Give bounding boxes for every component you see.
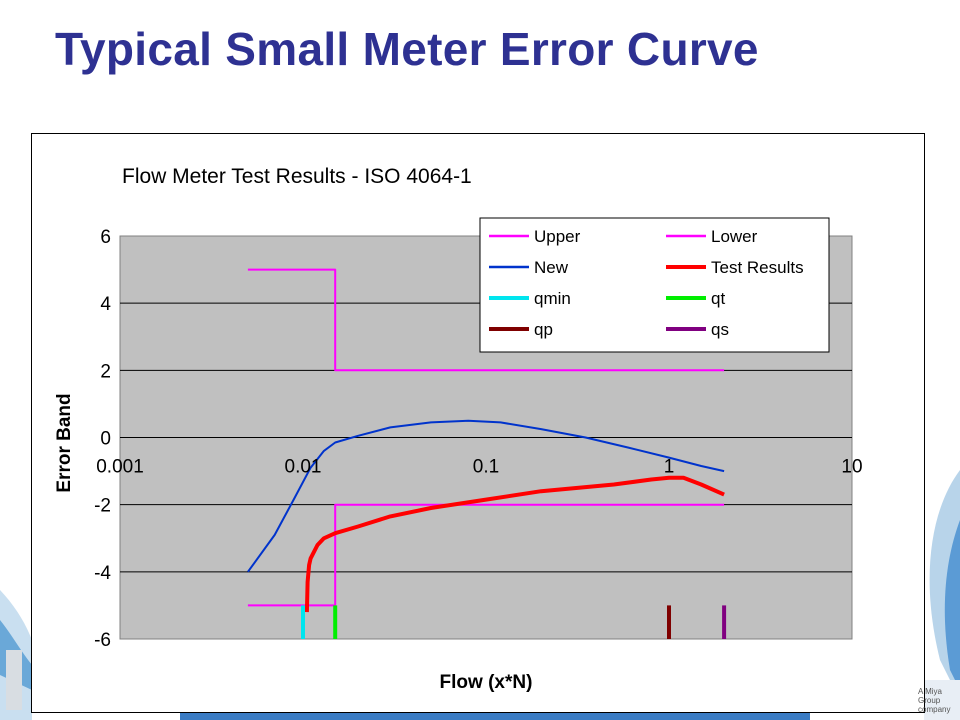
slide-title: Typical Small Meter Error Curve <box>55 23 759 75</box>
background-swoosh-left <box>0 590 32 720</box>
series-test-results-line <box>304 475 725 613</box>
x-tick-label: 0.1 <box>473 457 499 478</box>
legend-label: qmin <box>534 289 571 308</box>
chart: Flow Meter Test Results - ISO 4064-1 -6 -… <box>54 165 863 693</box>
legend-label: qp <box>534 320 553 339</box>
chart-title: Flow Meter Test Results - ISO 4064-1 <box>122 165 472 188</box>
x-tick-label: 0.01 <box>285 457 322 478</box>
y-tick-label: -2 <box>94 496 111 517</box>
legend: Upper Lower New Test Results qmin qt qp qs <box>479 217 830 353</box>
legend-box <box>479 217 830 353</box>
y-tick-label: 0 <box>100 429 111 450</box>
legend-label: Test Results <box>711 258 804 277</box>
y-tick-label: 6 <box>100 227 111 248</box>
legend-label: qs <box>711 320 729 339</box>
legend-label: New <box>534 258 569 277</box>
x-tick-label: 10 <box>841 457 862 478</box>
legend-label: Upper <box>534 227 581 246</box>
y-tick-label: -6 <box>94 630 111 651</box>
series-upper-line <box>247 268 725 372</box>
x-tick-label: 1 <box>664 457 675 478</box>
x-tick-label: 0.001 <box>96 457 144 478</box>
footer-company-text: A Miya Group company <box>918 687 951 714</box>
y-tick-label: -4 <box>94 563 111 584</box>
legend-label: qt <box>711 289 725 308</box>
series-new-line <box>247 419 725 573</box>
legend-label: Lower <box>711 227 758 246</box>
x-axis-label: Flow (x*N) <box>440 672 533 693</box>
y-tick-label: 2 <box>100 361 111 382</box>
chart-frame: Flow Meter Test Results - ISO 4064-1 -6 -… <box>31 133 925 713</box>
y-tick-label: 4 <box>100 294 111 315</box>
series-lower-line <box>247 503 725 607</box>
y-axis-label: Error Band <box>54 393 75 492</box>
